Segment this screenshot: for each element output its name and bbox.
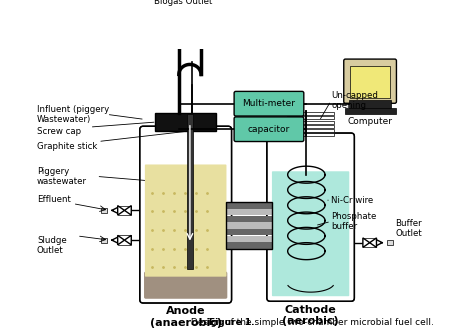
Text: Screw cap: Screw cap — [37, 127, 81, 136]
FancyBboxPatch shape — [144, 272, 228, 299]
Bar — [349, 100, 392, 109]
Text: Sludge
Outlet: Sludge Outlet — [37, 236, 67, 255]
Text: Buffer
Outlet: Buffer Outlet — [395, 219, 422, 239]
Text: Computer: Computer — [347, 117, 392, 126]
Bar — [345, 108, 396, 114]
Text: Graphite stick: Graphite stick — [37, 141, 97, 150]
Bar — [155, 113, 216, 131]
FancyBboxPatch shape — [267, 133, 355, 301]
Text: Effluent: Effluent — [37, 195, 71, 204]
Text: capacitor: capacitor — [248, 125, 290, 134]
Polygon shape — [125, 236, 131, 245]
Text: Cathode
(aerobic): Cathode (aerobic) — [283, 305, 339, 326]
Text: Ni-Cr wire: Ni-Cr wire — [331, 196, 373, 205]
Bar — [227, 202, 272, 249]
Polygon shape — [125, 206, 131, 215]
Polygon shape — [118, 206, 125, 215]
Bar — [287, 129, 334, 132]
Bar — [227, 202, 272, 209]
Bar — [350, 66, 391, 98]
Bar — [100, 238, 108, 243]
Polygon shape — [118, 236, 125, 245]
Text: Piggery
wastewater: Piggery wastewater — [37, 167, 87, 186]
Polygon shape — [171, 19, 186, 36]
Bar — [287, 121, 334, 124]
FancyBboxPatch shape — [234, 117, 304, 141]
Polygon shape — [363, 238, 370, 248]
FancyBboxPatch shape — [344, 59, 396, 103]
Text: Phosphate
buffer: Phosphate buffer — [331, 212, 376, 231]
Bar — [186, 114, 193, 269]
Bar — [227, 229, 272, 235]
Text: Multi-meter: Multi-meter — [243, 99, 295, 108]
Bar — [287, 117, 334, 120]
Bar — [287, 125, 334, 128]
FancyBboxPatch shape — [145, 164, 227, 277]
Bar — [227, 209, 272, 215]
Text: Design of the simple two-chamber microbial fuel cell.: Design of the simple two-chamber microbi… — [188, 318, 434, 327]
Text: Influent (piggery
Wastewater): Influent (piggery Wastewater) — [37, 105, 109, 124]
Bar — [227, 242, 272, 249]
Bar — [100, 208, 108, 213]
Text: Anode
(anaerobic): Anode (anaerobic) — [150, 307, 222, 328]
FancyBboxPatch shape — [140, 126, 232, 303]
Bar — [227, 236, 272, 242]
Polygon shape — [370, 238, 376, 248]
FancyBboxPatch shape — [234, 91, 304, 116]
Bar — [227, 222, 272, 228]
Bar — [227, 216, 272, 222]
Bar — [287, 133, 334, 136]
Bar — [387, 240, 393, 245]
Text: Un-capped
opening: Un-capped opening — [331, 91, 378, 111]
Text: Biogas Outlet: Biogas Outlet — [154, 0, 212, 6]
Bar — [287, 112, 334, 115]
FancyBboxPatch shape — [272, 171, 349, 296]
Text: Figure 1.: Figure 1. — [209, 318, 255, 327]
